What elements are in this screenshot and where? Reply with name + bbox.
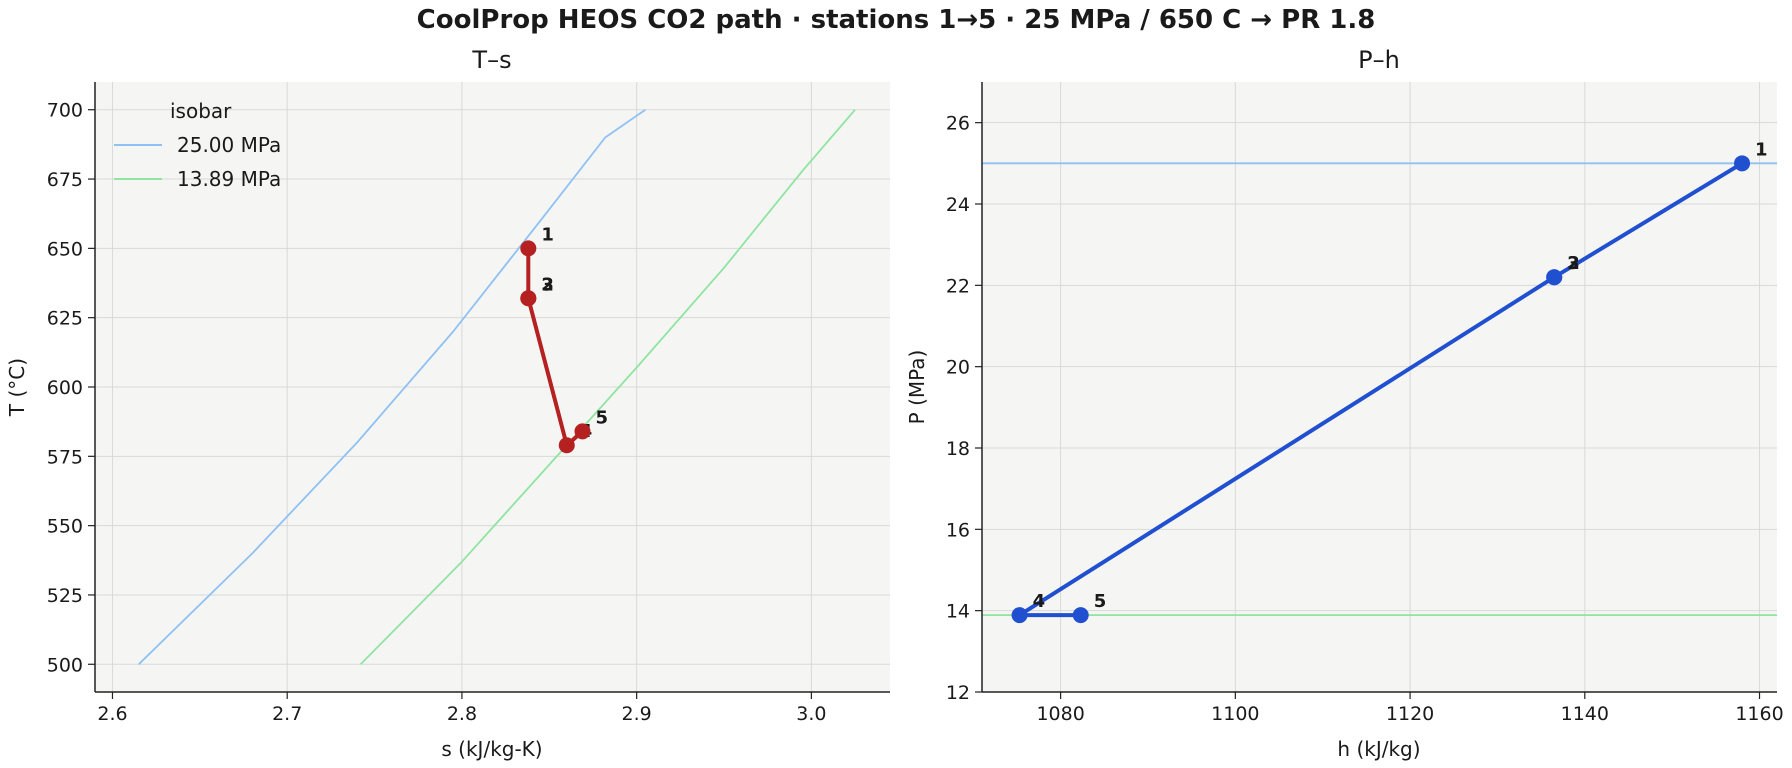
ts-station-2-label: 2 (541, 274, 554, 295)
ph-process-path (1017, 161, 1744, 618)
ph-xtick-label: 1120 (1386, 703, 1434, 725)
ts-ytick-label: 675 (47, 169, 83, 191)
ph-xtick-label: 1080 (1036, 703, 1084, 725)
ts-legend: isobar 25.00 MPa 13.89 MPa (114, 99, 281, 191)
ph-axes (981, 82, 1777, 693)
ph-ytick-label: 18 (946, 438, 970, 460)
ts-isobar-13-89-mpa (359, 109, 856, 665)
ts-ytick-label: 700 (47, 100, 83, 122)
ph-station-3-label: 3 (1567, 253, 1580, 274)
ph-ytick-label: 16 (946, 519, 970, 541)
ph-ytick-label: 14 (946, 601, 970, 623)
ts-station-1-point (520, 240, 537, 257)
ph-ytick-label: 20 (946, 357, 970, 379)
ts-grid (95, 82, 890, 692)
ts-station-3-label: 3 (541, 274, 554, 295)
legend-title: isobar (170, 99, 232, 123)
ts-process-path (526, 248, 584, 448)
ph-station-2-label: 2 (1567, 253, 1580, 274)
ts-ytick-label: 525 (47, 585, 83, 607)
ts-series (138, 108, 856, 665)
ph-xlabel: h (kJ/kg) (1337, 737, 1420, 761)
ph-ytick-label: 12 (946, 682, 970, 704)
ts-ytick-label: 600 (47, 377, 83, 399)
ph-xtick-label: 1160 (1735, 703, 1783, 725)
ts-xtick-label: 2.7 (272, 703, 302, 725)
ts-ticks: 2.6 2.7 2.8 2.9 3.0 500 525 550 575 600 625 650 675 7… (47, 100, 827, 725)
legend-label-25-mpa: 25.00 MPa (177, 133, 281, 157)
ph-station-4-point (1011, 607, 1028, 624)
ts-title: T–s (471, 46, 511, 74)
ts-station-4-point (558, 437, 575, 454)
ph-ytick-label: 26 (946, 113, 970, 135)
ts-ytick-label: 550 (47, 516, 83, 538)
ph-station-4-label: 4 (1033, 591, 1046, 612)
legend-label-13-89-mpa: 13.89 MPa (177, 167, 281, 191)
ts-xlabel: s (kJ/kg-K) (441, 737, 542, 761)
ts-xtick-label: 2.9 (622, 703, 652, 725)
ph-ylabel: P (MPa) (905, 350, 929, 425)
ph-ytick-label: 24 (946, 194, 970, 216)
ph-series (982, 161, 1777, 618)
figure-title: CoolProp HEOS CO2 path · stations 1→5 · … (417, 5, 1376, 35)
ph-station-1-point (1734, 155, 1751, 172)
ts-station-5-point (574, 423, 591, 440)
ts-isobar-25-00-mpa (138, 108, 646, 665)
ts-ytick-label: 500 (47, 654, 83, 676)
ts-station-3-point (520, 290, 537, 307)
ph-station-1-label: 1 (1755, 139, 1768, 160)
ts-station-1-label: 1 (541, 224, 554, 245)
ts-ylabel: T (°C) (5, 358, 29, 417)
ts-ytick-label: 625 (47, 308, 83, 330)
ph-station-3-point (1546, 269, 1563, 286)
ts-ytick-label: 650 (47, 238, 83, 260)
ts-xtick-label: 3.0 (796, 703, 826, 725)
ph-station-5-point (1072, 607, 1089, 624)
ts-station-5-label: 5 (595, 407, 608, 428)
ph-xtick-label: 1100 (1211, 703, 1259, 725)
ts-xtick-label: 2.6 (97, 703, 127, 725)
ph-xtick-label: 1140 (1561, 703, 1609, 725)
ph-title: P–h (1358, 46, 1400, 74)
ph-ytick-label: 22 (946, 275, 970, 297)
ts-xtick-label: 2.8 (447, 703, 477, 725)
ts-ytick-label: 575 (47, 446, 83, 468)
ph-station-5-label: 5 (1094, 591, 1107, 612)
